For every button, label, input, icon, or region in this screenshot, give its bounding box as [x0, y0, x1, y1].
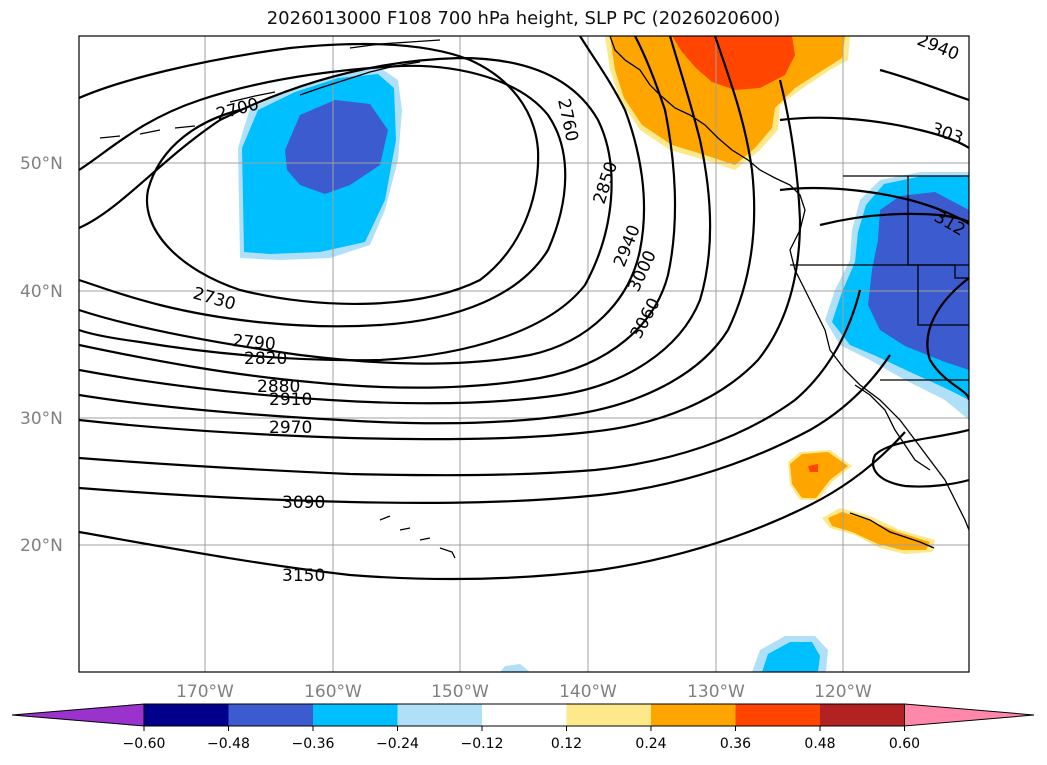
colorbar-segment	[482, 704, 567, 726]
colorbar-extend-high	[904, 703, 1035, 727]
lon-label: 140°W	[559, 682, 617, 702]
colorbar-tick-label: 0.60	[889, 736, 920, 752]
lon-label: 130°W	[687, 682, 745, 702]
map-title: 2026013000 F108 700 hPa height, SLP PC (…	[266, 8, 781, 29]
colorbar-tick-label: 0.24	[635, 736, 666, 752]
contour-label: 2790	[232, 331, 277, 355]
latitude-labels: 50°N 40°N 30°N 20°N	[20, 154, 63, 556]
contour-label: 2880	[257, 377, 300, 397]
colorbar-segment	[820, 704, 905, 726]
lon-label: 160°W	[304, 682, 362, 702]
colorbar-outline	[143, 703, 905, 727]
colorbar-tick-label: −0.36	[292, 736, 335, 752]
slp-pc-shading	[238, 36, 969, 672]
longitude-labels: 170°W 160°W 150°W 140°W 130°W 120°W	[176, 682, 872, 702]
lat-label: 50°N	[20, 154, 63, 174]
colorbar-tick-label: 0.12	[551, 736, 582, 752]
colorbar-segment	[313, 704, 398, 726]
contour-label: 2820	[244, 349, 287, 369]
lat-label: 40°N	[20, 282, 63, 302]
height-contours	[79, 36, 969, 581]
colorbar-segment	[397, 704, 482, 726]
colorbar-segment	[735, 704, 820, 726]
contour-label: 3090	[282, 493, 325, 513]
lat-label: 20°N	[20, 536, 63, 556]
colorbar-tick-label: 0.48	[804, 736, 835, 752]
colorbar-tick-label: −0.60	[123, 736, 166, 752]
lon-label: 170°W	[176, 682, 234, 702]
lon-label: 150°W	[431, 682, 489, 702]
colorbar-tick-label: 0.36	[720, 736, 751, 752]
colorbar-segment	[651, 704, 736, 726]
colorbar-segment	[566, 704, 651, 726]
colorbar-extend-low	[11, 703, 145, 727]
colorbar: −0.60 −0.48 −0.36 −0.24 −0.12 0.12 0.24 0.36 0.4…	[11, 703, 1035, 752]
colorbar-tick-label: −0.24	[376, 736, 419, 752]
contour-label: 2910	[269, 390, 312, 410]
lon-label: 120°W	[814, 682, 872, 702]
contour-label: 2970	[269, 418, 312, 438]
colorbar-tick-label: −0.48	[207, 736, 250, 752]
colorbar-tick-label: −0.12	[461, 736, 504, 752]
map-frame	[78, 35, 970, 673]
graticule	[79, 36, 969, 672]
colorbar-segment	[144, 704, 229, 726]
colorbar-segment	[228, 704, 313, 726]
contour-label: 3150	[282, 566, 325, 586]
lat-label: 30°N	[20, 409, 63, 429]
